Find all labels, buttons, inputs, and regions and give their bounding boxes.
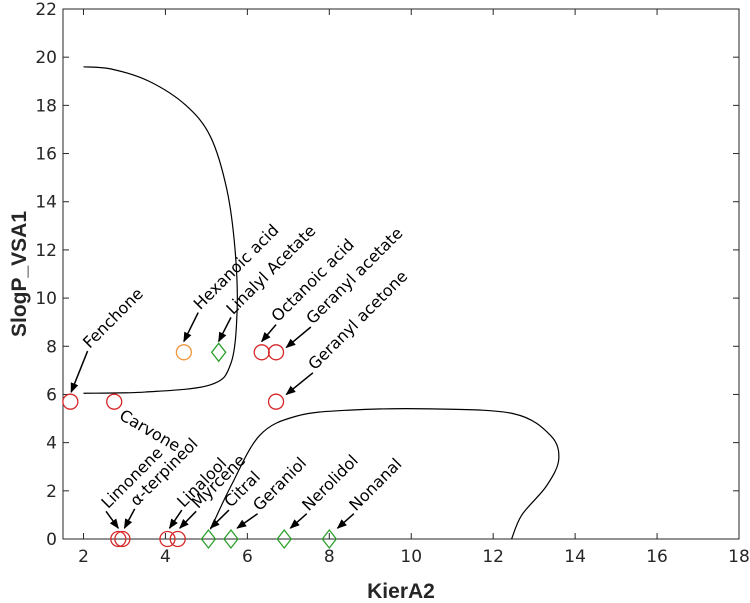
y-tick-label: 2 [46,482,57,502]
y-tick-label: 22 [35,0,57,20]
point-nerolidol [276,528,293,550]
label-linalool-arrow [168,509,183,529]
point-citral [200,528,217,550]
x-tick-label: 10 [400,547,422,567]
point-carvone [106,393,123,410]
label-nonanal-arrow [336,513,355,529]
y-axis-ticks: 0 2 4 6 8 10 12 14 16 18 20 22 [35,0,739,550]
point-limonene [110,530,127,548]
y-axis-label: SlogP_VSA1 [8,211,31,337]
x-tick-label: 12 [482,547,504,567]
boundary-curves [83,66,560,540]
point-octanoic-acid [253,344,270,361]
label-geraniol-arrow [236,513,259,529]
label-terpineol-arrow [123,508,136,530]
boundary-upper [83,66,238,394]
label-citral-arrow [209,509,230,529]
label-fenchone-arrow [70,350,89,393]
point-nonanal [321,528,338,550]
y-tick-label: 20 [35,48,57,68]
x-axis-label: KierA2 [367,580,435,603]
point-geranyl-acetone [267,393,285,410]
point-geranyl-acetate [267,344,285,361]
x-axis-ticks: 2 4 6 8 10 12 14 16 18 [78,9,750,567]
x-tick-label: 18 [728,547,750,567]
y-tick-label: 16 [35,145,57,165]
x-tick-label: 14 [564,547,586,567]
y-tick-label: 12 [35,241,57,261]
y-tick-label: 14 [35,193,57,213]
x-tick-label: 2 [78,547,89,567]
label-limonene-arrow [105,510,119,529]
label-myrcene-arrow [179,510,197,529]
y-tick-label: 6 [46,385,57,405]
label-geranyl-acetone-arrow [285,372,314,396]
point-myrcene [169,530,186,548]
label-nerolidol-arrow [289,513,308,529]
y-tick-label: 10 [35,289,57,309]
label-linalyl-acetate-arrow [218,317,232,343]
boundary-lower [209,408,560,540]
point-geraniol [223,528,239,550]
x-tick-label: 6 [242,547,253,567]
point-terpineol [114,530,131,548]
y-tick-label: 4 [46,434,57,454]
y-tick-label: 18 [35,96,57,116]
label-octanoic-acid-arrow [261,324,277,343]
label-geranyl-acetate-arrow [285,326,312,349]
point-fenchone [62,393,79,410]
y-tick-label: 8 [46,337,57,357]
label-hexanoic-acid-arrow [183,312,199,343]
x-tick-label: 4 [160,547,171,567]
point-linalool [159,530,176,548]
x-tick-label: 16 [646,547,668,567]
y-tick-label: 0 [46,530,57,550]
data-points [62,342,338,550]
point-linalyl-acetate [210,342,227,363]
point-hexanoic-acid [175,344,193,361]
x-tick-label: 8 [324,547,335,567]
